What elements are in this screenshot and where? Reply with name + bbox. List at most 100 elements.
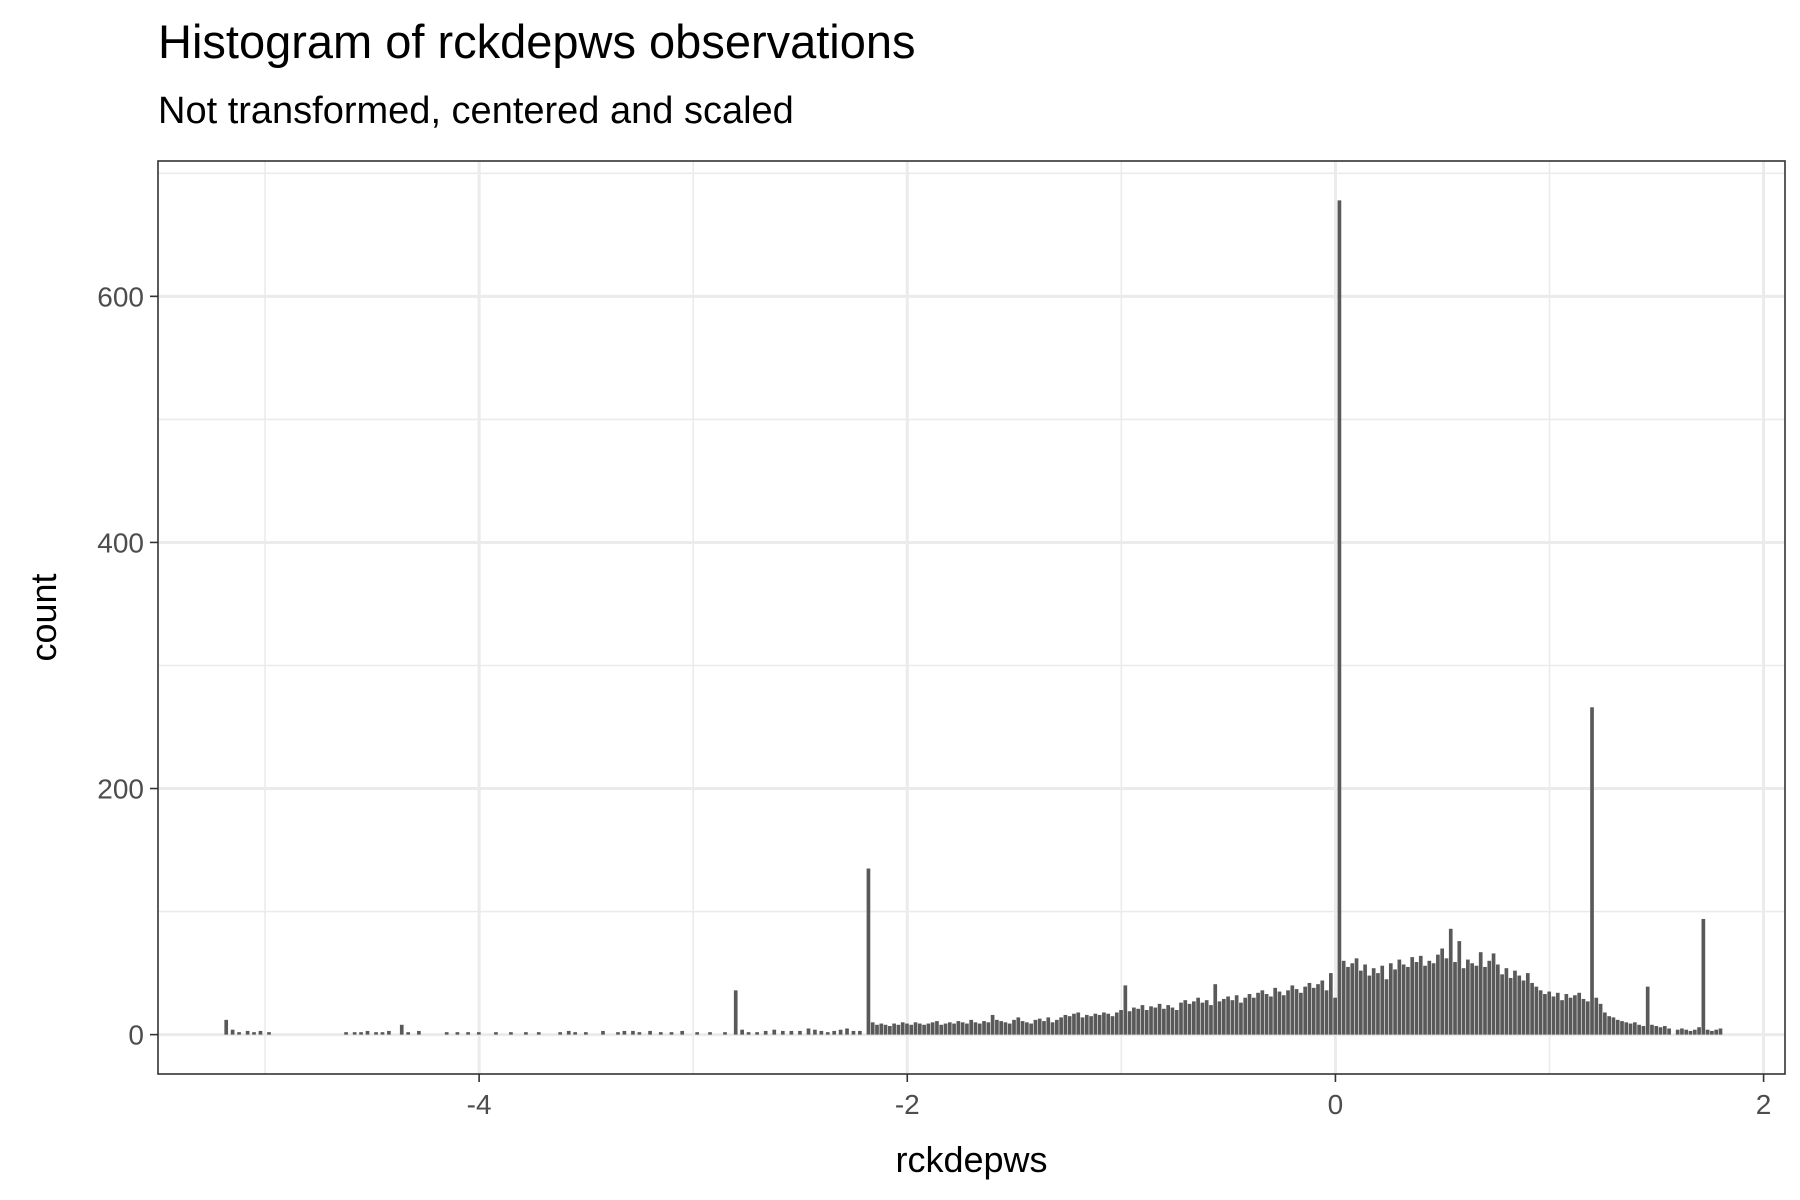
histogram-bar <box>1346 966 1350 1035</box>
histogram-bar <box>1187 1003 1192 1035</box>
histogram-bar <box>1269 996 1273 1035</box>
histogram-bar <box>746 1032 751 1035</box>
histogram-bar <box>380 1032 385 1035</box>
histogram-bar <box>1692 1029 1697 1035</box>
histogram-bar <box>1264 994 1269 1035</box>
histogram-bar <box>631 1030 635 1035</box>
histogram-bar <box>1585 1001 1590 1035</box>
histogram-bar <box>494 1032 498 1035</box>
histogram-bar <box>1132 1007 1136 1035</box>
histogram-bar <box>1662 1026 1667 1035</box>
histogram-bar <box>1551 996 1556 1035</box>
histogram-bar <box>1020 1021 1025 1035</box>
histogram-bar <box>1307 982 1312 1035</box>
histogram-bar <box>772 1029 777 1035</box>
histogram-bar <box>892 1023 896 1035</box>
histogram-bar <box>1555 992 1560 1035</box>
histogram-bar <box>1037 1018 1042 1035</box>
histogram-bar <box>1384 979 1389 1035</box>
x-tick-label: -4 <box>467 1089 492 1120</box>
histogram-bar <box>1213 984 1218 1035</box>
histogram-bar <box>1059 1017 1063 1035</box>
histogram-bar <box>1568 997 1573 1035</box>
histogram-bar <box>1337 200 1342 1035</box>
histogram-bar <box>1491 953 1496 1035</box>
y-axis: 0 200 400 600 <box>97 281 158 1051</box>
histogram-bar <box>1710 1030 1714 1035</box>
histogram-bar <box>1367 975 1372 1035</box>
histogram-bar <box>875 1024 879 1035</box>
histogram-bar <box>755 1032 759 1035</box>
histogram-bar <box>1003 1022 1008 1035</box>
histogram-bar <box>1251 997 1256 1035</box>
histogram-bar <box>1029 1023 1033 1035</box>
histogram-bar <box>267 1032 271 1035</box>
histogram-bar <box>237 1032 241 1035</box>
histogram-bar <box>832 1030 837 1035</box>
histogram-bar <box>1140 1005 1145 1035</box>
histogram-bar <box>1397 959 1402 1035</box>
histogram-bar <box>658 1032 663 1035</box>
histogram-bar <box>1290 985 1295 1035</box>
histogram-bar <box>1162 1008 1166 1035</box>
histogram-bar <box>1136 1008 1141 1035</box>
histogram-bar <box>845 1028 849 1035</box>
histogram-bar <box>224 1019 229 1035</box>
histogram-bar <box>1080 1017 1085 1035</box>
histogram-bar <box>930 1022 935 1035</box>
histogram-bar <box>1371 968 1376 1035</box>
histogram-bar <box>1418 955 1423 1035</box>
histogram-bar <box>1478 952 1483 1035</box>
histogram-bar <box>1680 1028 1684 1035</box>
histogram-bar <box>1239 1002 1243 1035</box>
histogram-bar <box>1358 970 1363 1035</box>
histogram-bar <box>1110 1016 1115 1035</box>
histogram-bar <box>1436 954 1440 1035</box>
histogram-bar <box>1170 1007 1175 1035</box>
histogram-bar <box>1316 984 1320 1035</box>
histogram-bar <box>1603 1012 1607 1035</box>
histogram-bar <box>1054 1019 1059 1035</box>
histogram-bar <box>1500 974 1504 1035</box>
histogram-bar <box>1667 1028 1671 1035</box>
x-tick-label: -2 <box>895 1089 920 1120</box>
x-axis: -4 -2 0 2 <box>467 1074 1771 1120</box>
histogram-bar <box>406 1032 411 1035</box>
histogram-bar <box>1718 1028 1723 1035</box>
x-tick-label: 0 <box>1328 1089 1344 1120</box>
histogram-bar <box>1628 1023 1633 1035</box>
histogram-bar <box>1281 995 1286 1035</box>
histogram-bar <box>1277 991 1282 1035</box>
histogram-bar <box>1311 987 1316 1035</box>
histogram-bar <box>1247 994 1252 1035</box>
histogram-bar <box>1033 1019 1038 1035</box>
histogram-bar <box>444 1032 449 1035</box>
histogram-bar <box>1127 1011 1132 1035</box>
histogram-bar <box>1513 970 1517 1035</box>
histogram-bar <box>573 1032 577 1035</box>
histogram-bar <box>1153 1007 1158 1035</box>
histogram-bar <box>1590 707 1594 1035</box>
histogram-bar <box>1324 990 1329 1035</box>
histogram-bar <box>866 868 871 1035</box>
histogram-bar <box>1637 1024 1641 1035</box>
histogram-bar <box>1007 1023 1012 1035</box>
histogram-bar <box>926 1023 931 1035</box>
histogram-bar <box>1453 962 1457 1035</box>
histogram-bar <box>1243 997 1248 1035</box>
chart-title: Histogram of rckdepws observations <box>158 15 916 68</box>
histogram-bar <box>723 1032 727 1035</box>
histogram-bar <box>1620 1021 1624 1035</box>
histogram-bar <box>1697 1027 1701 1035</box>
histogram-bar <box>1645 986 1650 1035</box>
histogram-bar <box>1547 991 1552 1035</box>
histogram-bar <box>858 1030 862 1035</box>
histogram-bar <box>879 1023 884 1035</box>
histogram-bar <box>466 1032 470 1035</box>
histogram-bar <box>708 1032 712 1035</box>
histogram-bar <box>374 1032 378 1035</box>
histogram-bar <box>344 1032 348 1035</box>
histogram-bar <box>1594 997 1599 1035</box>
y-tick-label: 200 <box>97 774 144 805</box>
